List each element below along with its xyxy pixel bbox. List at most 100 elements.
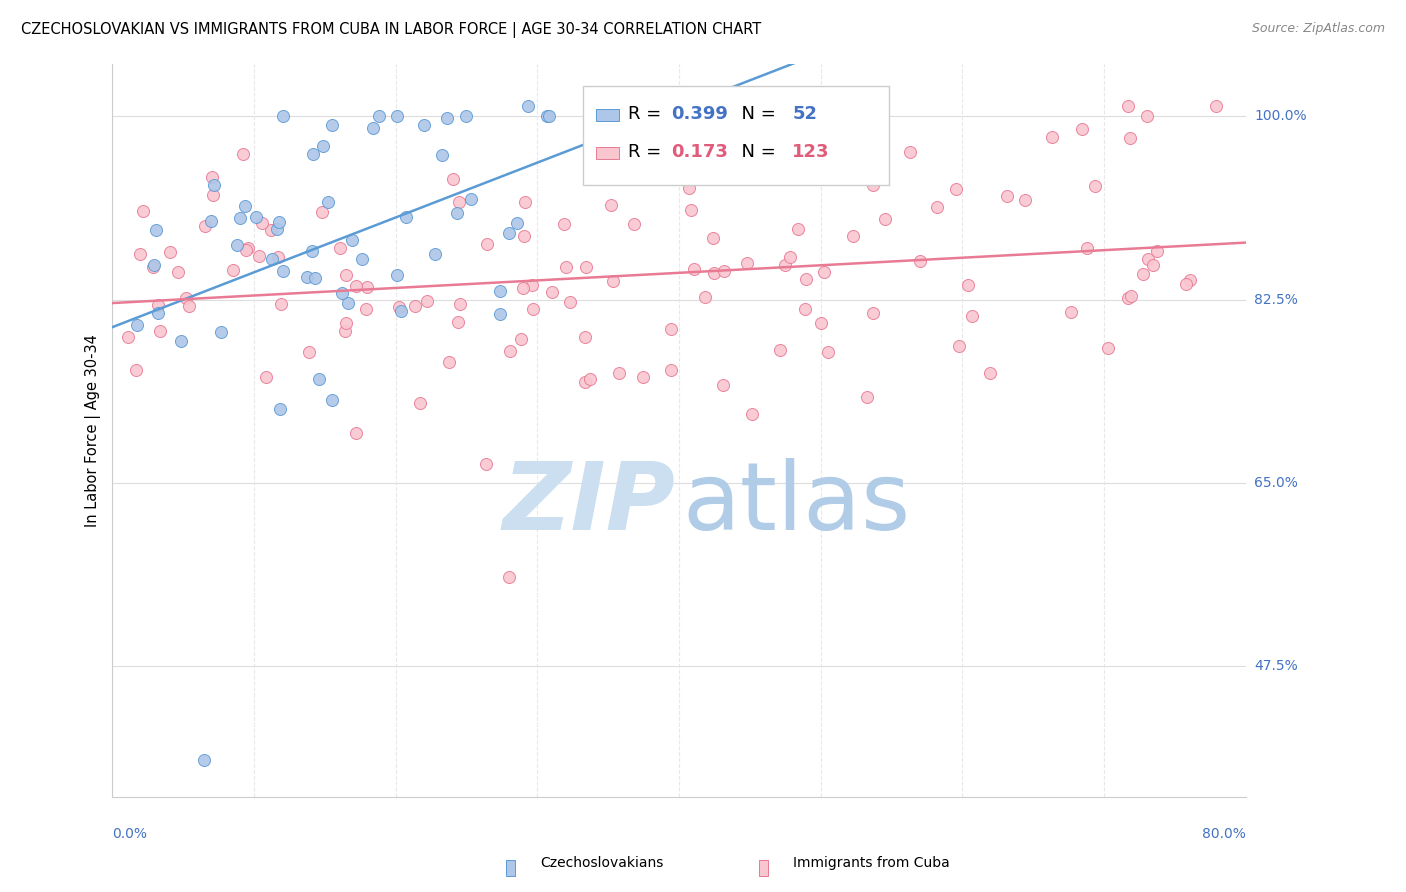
Point bbox=[145, 223, 167, 237]
Text: 0.399: 0.399 bbox=[671, 105, 728, 123]
Point bbox=[344, 426, 367, 441]
Point bbox=[813, 265, 835, 279]
Point bbox=[437, 355, 460, 369]
Point bbox=[447, 315, 470, 329]
Point bbox=[1178, 273, 1201, 287]
Point bbox=[1060, 305, 1083, 319]
Point bbox=[335, 268, 357, 282]
Point bbox=[201, 169, 224, 184]
Y-axis label: In Labor Force | Age 30-34: In Labor Force | Age 30-34 bbox=[86, 334, 101, 527]
Point bbox=[537, 109, 560, 123]
Point bbox=[202, 188, 225, 202]
Point bbox=[449, 297, 471, 311]
Point bbox=[609, 366, 631, 380]
Point bbox=[522, 301, 544, 316]
Point bbox=[631, 370, 654, 384]
Point bbox=[741, 407, 763, 421]
Point bbox=[336, 296, 359, 310]
Point bbox=[321, 393, 343, 408]
Point bbox=[510, 332, 533, 346]
Point bbox=[356, 301, 378, 316]
Point bbox=[409, 396, 432, 410]
Point bbox=[862, 178, 884, 192]
Point bbox=[356, 280, 378, 294]
Point bbox=[260, 252, 283, 267]
Point bbox=[1132, 267, 1154, 281]
Text: ZIP: ZIP bbox=[503, 458, 676, 549]
Point bbox=[498, 226, 520, 240]
Point bbox=[235, 243, 257, 257]
Point bbox=[737, 255, 759, 269]
Point bbox=[238, 241, 260, 255]
Text: CZECHOSLOVAKIAN VS IMMIGRANTS FROM CUBA IN LABOR FORCE | AGE 30-34 CORRELATION C: CZECHOSLOVAKIAN VS IMMIGRANTS FROM CUBA … bbox=[21, 22, 761, 38]
Point bbox=[436, 112, 458, 126]
Point bbox=[128, 247, 150, 261]
Point bbox=[340, 233, 363, 247]
Point bbox=[779, 250, 801, 264]
Point bbox=[260, 223, 283, 237]
Point bbox=[1174, 277, 1197, 291]
Point bbox=[335, 316, 357, 330]
Point bbox=[447, 195, 470, 210]
Point bbox=[460, 192, 482, 206]
Point bbox=[391, 304, 413, 318]
Point bbox=[1042, 130, 1064, 145]
FancyBboxPatch shape bbox=[596, 109, 619, 121]
Text: 47.5%: 47.5% bbox=[1254, 659, 1298, 673]
Point bbox=[948, 339, 970, 353]
Point bbox=[148, 298, 170, 312]
Point bbox=[193, 753, 215, 767]
Point bbox=[1116, 291, 1139, 305]
Point bbox=[1014, 193, 1036, 207]
Point bbox=[271, 109, 294, 123]
Point bbox=[222, 263, 245, 277]
Point bbox=[599, 198, 621, 212]
Point bbox=[194, 219, 217, 233]
Point bbox=[329, 241, 352, 255]
Point bbox=[200, 213, 222, 227]
Point bbox=[271, 264, 294, 278]
Point bbox=[703, 266, 725, 280]
Text: R =: R = bbox=[628, 105, 666, 123]
Text: 82.5%: 82.5% bbox=[1254, 293, 1298, 307]
Point bbox=[311, 205, 333, 219]
Point bbox=[321, 118, 343, 132]
Point bbox=[361, 121, 384, 136]
Text: 80.0%: 80.0% bbox=[1202, 827, 1246, 841]
Point bbox=[344, 278, 367, 293]
Point bbox=[536, 109, 558, 123]
Text: 0.173: 0.173 bbox=[671, 143, 728, 161]
Point bbox=[333, 324, 356, 338]
Point bbox=[512, 281, 534, 295]
Text: N =: N = bbox=[730, 105, 782, 123]
Point bbox=[166, 265, 188, 279]
Point bbox=[702, 231, 724, 245]
Point bbox=[266, 221, 288, 235]
Point bbox=[388, 301, 411, 315]
Point bbox=[793, 301, 815, 316]
Point bbox=[316, 194, 339, 209]
Point bbox=[623, 217, 645, 231]
Point bbox=[558, 295, 581, 310]
Point bbox=[295, 270, 318, 285]
Point bbox=[683, 262, 706, 277]
Point bbox=[1136, 252, 1159, 266]
Point bbox=[225, 237, 247, 252]
Point bbox=[301, 244, 323, 258]
Point bbox=[301, 147, 323, 161]
Point bbox=[786, 222, 808, 236]
Point bbox=[979, 366, 1001, 380]
Point bbox=[817, 344, 839, 359]
Point bbox=[177, 299, 200, 313]
Point bbox=[1119, 131, 1142, 145]
Point bbox=[209, 325, 232, 339]
Point bbox=[330, 285, 353, 300]
Point bbox=[270, 296, 292, 310]
Point bbox=[350, 252, 373, 266]
Point bbox=[132, 204, 155, 219]
Point bbox=[513, 194, 536, 209]
Point bbox=[794, 272, 817, 286]
Point bbox=[125, 318, 148, 332]
Point bbox=[1084, 179, 1107, 194]
Point bbox=[142, 260, 165, 274]
